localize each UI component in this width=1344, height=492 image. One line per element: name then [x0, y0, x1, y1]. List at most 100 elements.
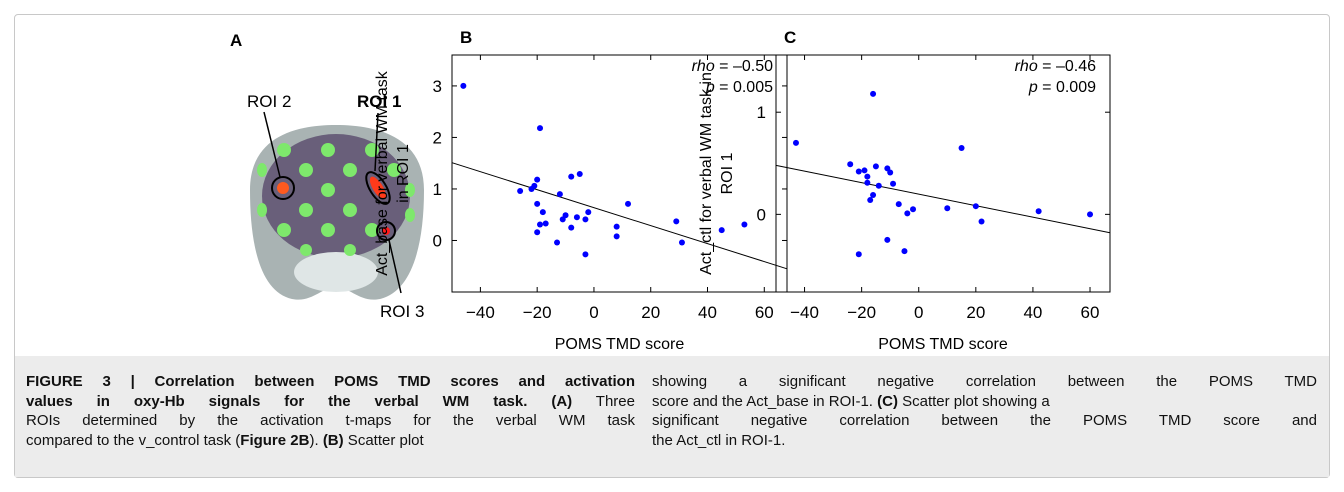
roi-circle: [365, 171, 391, 205]
x-tick-label: −40: [466, 303, 495, 322]
point: [864, 179, 871, 186]
point: [904, 210, 911, 217]
point: [517, 188, 524, 195]
point: [864, 173, 871, 180]
annotation-value: = 0.009: [1038, 79, 1096, 96]
caption-line: values in oxy-Hb signals for the verbal …: [26, 392, 635, 412]
point: [542, 220, 549, 227]
point: [895, 201, 902, 208]
annotation-symbol: rho: [1015, 58, 1038, 75]
caption-text: Three: [572, 392, 635, 410]
caption-line: score and the Act_base in ROI-1. (C) Sca…: [652, 392, 1317, 412]
caption-text: Scatter plot: [343, 431, 424, 449]
y-tick-label: 3: [433, 77, 442, 96]
x-tick-label: 60: [1081, 303, 1100, 322]
point: [847, 161, 854, 168]
caption-text: [527, 393, 551, 410]
caption-text: values in oxy-Hb signals for the verbal …: [26, 392, 528, 410]
annotation: rho = –0.46: [1015, 58, 1097, 75]
caption-text: showing a significant negative correlati…: [652, 373, 1317, 390]
caption-text: score and the Act_base in ROI-1.: [652, 392, 878, 410]
point: [792, 139, 799, 146]
point: [1087, 211, 1094, 218]
x-tick-label: 40: [698, 303, 717, 322]
caption-text: ).: [309, 431, 323, 449]
y-axis-label: ROI 1: [719, 153, 736, 195]
point: [861, 167, 868, 174]
caption-text: ROIs determined by the activation t-maps…: [26, 412, 635, 429]
point: [625, 200, 632, 207]
point: [855, 251, 862, 258]
point: [531, 182, 538, 189]
panel-label: B: [460, 28, 472, 47]
point: [537, 221, 544, 228]
caption-text: (B): [322, 431, 344, 449]
annotation: p = 0.005: [705, 79, 773, 96]
point: [613, 233, 620, 240]
y-axis-label: Act_base for verbal WM task: [374, 70, 391, 276]
annotation: p = 0.009: [1028, 79, 1096, 96]
x-tick-label: 0: [589, 303, 598, 322]
caption-text: Figure 2B: [240, 431, 310, 449]
roi-blob: [382, 227, 390, 235]
x-tick-label: 20: [966, 303, 985, 322]
point: [870, 90, 877, 97]
point: [568, 224, 575, 231]
annotation: rho = –0.50: [692, 58, 774, 75]
caption-column: FIGURE 3 | Correlation between POMS TMD …: [26, 372, 635, 450]
caption-text: Scatter plot showing a: [897, 392, 1050, 410]
point: [741, 221, 748, 228]
x-axis-label: POMS TMD score: [555, 336, 685, 353]
point: [539, 209, 546, 216]
point: [562, 212, 569, 219]
x-tick-label: −40: [790, 303, 819, 322]
point: [910, 206, 917, 213]
fit-line: [775, 164, 1111, 234]
point: [870, 191, 877, 198]
x-tick-label: 40: [1023, 303, 1042, 322]
annotation-value: = 0.005: [715, 79, 773, 96]
panel-label: C: [784, 28, 796, 47]
caption-text: significant negative correlation between…: [652, 412, 1317, 429]
point: [901, 248, 908, 255]
point: [534, 200, 541, 207]
point: [556, 191, 563, 198]
y-tick-label: 1: [757, 103, 766, 122]
point: [576, 171, 583, 178]
x-tick-label: −20: [523, 303, 552, 322]
plot-frame: [775, 54, 1111, 293]
x-tick-label: 20: [641, 303, 660, 322]
lower-lobe: [294, 252, 378, 292]
figure: A ROI 2 ROI 1 ROI 3 −40 −20 0 20 40 60 0 1 2 3 B PO…: [230, 28, 1111, 353]
panel-a: A ROI 2 ROI 1 ROI 3: [230, 31, 424, 321]
roi-label: ROI 2: [247, 92, 291, 111]
y-axis-label: in ROI 1: [395, 144, 412, 203]
point: [585, 209, 592, 216]
point: [958, 144, 965, 151]
point: [884, 236, 891, 243]
caption-line: ROIs determined by the activation t-maps…: [26, 411, 635, 431]
point: [554, 239, 561, 246]
point: [460, 82, 467, 89]
x-tick-label: 0: [914, 303, 923, 322]
annotation-symbol: p: [1028, 79, 1038, 96]
caption-text: (A): [551, 392, 573, 410]
caption-line: compared to the v_control task (Figure 2…: [26, 431, 635, 451]
annotation-value: = –0.46: [1038, 58, 1096, 75]
caption-text: FIGURE 3 | Correlation between POMS TMD …: [26, 373, 635, 390]
roi-blob: [277, 182, 289, 194]
caption-line: showing a significant negative correlati…: [652, 372, 1317, 392]
caption-line: FIGURE 3 | Correlation between POMS TMD …: [26, 372, 635, 392]
x-tick-label: 60: [755, 303, 774, 322]
caption-text: the Act_ctl in ROI-1.: [652, 431, 786, 449]
plot-frame: [451, 54, 788, 293]
point: [534, 229, 541, 236]
caption-line: significant negative correlation between…: [652, 411, 1317, 431]
point: [978, 218, 985, 225]
point: [855, 168, 862, 175]
leaders: [263, 111, 402, 294]
channels: [257, 143, 415, 256]
point: [573, 214, 580, 221]
point: [534, 176, 541, 183]
